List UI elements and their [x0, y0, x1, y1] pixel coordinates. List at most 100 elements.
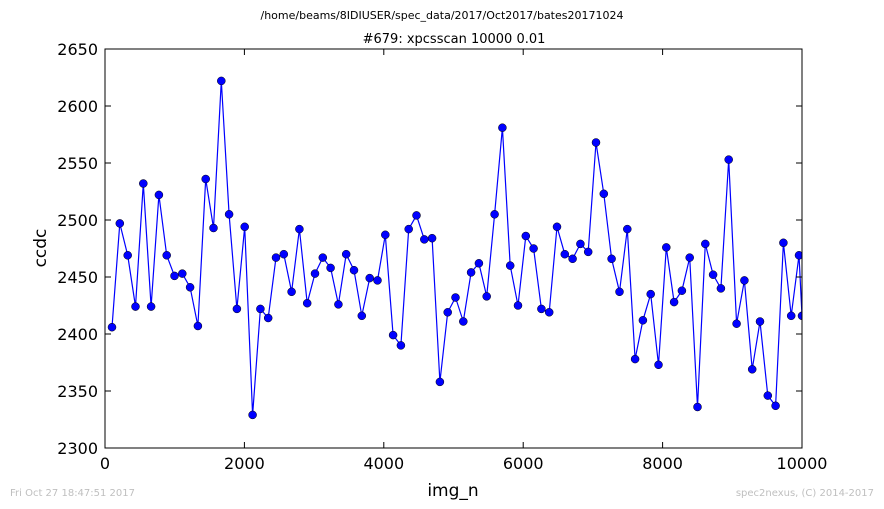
data-point	[662, 243, 671, 252]
data-point	[240, 222, 249, 232]
series-line	[111, 80, 802, 415]
data-point	[490, 210, 499, 219]
data-point	[459, 317, 468, 326]
y-tick-label: 2550	[57, 154, 98, 173]
data-point	[154, 190, 164, 200]
data-point	[763, 391, 773, 400]
x-tick-label: 2000	[224, 454, 265, 473]
data-point	[349, 265, 359, 275]
data-point	[427, 233, 437, 243]
data-point	[466, 268, 476, 277]
data-point	[677, 286, 687, 295]
data-point	[623, 224, 632, 234]
data-point	[209, 223, 218, 233]
data-point	[576, 239, 585, 249]
data-point	[544, 308, 554, 317]
data-point	[123, 251, 132, 260]
plot-area	[107, 76, 802, 420]
data-point	[115, 219, 125, 228]
data-point	[185, 283, 195, 292]
data-point	[326, 263, 335, 273]
data-point	[701, 239, 710, 249]
data-point	[287, 287, 296, 297]
data-point	[771, 401, 780, 411]
data-point	[537, 304, 546, 314]
data-point	[256, 304, 265, 314]
data-point	[607, 254, 616, 264]
data-point	[716, 284, 726, 293]
x-axis: 0 2000 4000 6000 8000 10000	[100, 49, 827, 473]
data-point	[779, 238, 788, 248]
y-axis-label: ccdc	[31, 229, 51, 268]
data-point	[560, 249, 570, 259]
data-point	[146, 302, 156, 311]
data-point	[786, 311, 796, 321]
data-point	[248, 410, 257, 420]
y-axis: 2300 2350 2400 2450 2500 2550 2600 2650	[57, 40, 802, 458]
data-point	[302, 298, 312, 308]
y-tick-label: 2600	[57, 97, 98, 116]
axes-frame	[104, 48, 803, 449]
data-point	[724, 155, 733, 164]
y-tick-label: 2450	[57, 268, 98, 287]
data-point	[341, 249, 351, 259]
data-point	[263, 313, 273, 323]
data-point	[685, 253, 694, 262]
data-point	[474, 259, 484, 268]
data-point	[404, 224, 413, 234]
data-point	[443, 308, 452, 317]
data-point	[310, 269, 320, 278]
footer-timestamp: Fri Oct 27 18:47:51 2017	[10, 488, 136, 499]
data-point	[513, 301, 523, 310]
data-point	[568, 254, 577, 264]
data-point	[482, 292, 491, 301]
x-axis-label: img_n	[427, 481, 478, 501]
y-tick-label: 2350	[57, 382, 98, 401]
data-point	[388, 330, 398, 340]
data-point	[505, 261, 515, 270]
chart-title: #679: xpcsscan 10000 0.01	[363, 32, 546, 47]
data-point	[412, 211, 421, 220]
x-tick-label: 0	[100, 454, 110, 473]
data-point	[529, 244, 538, 253]
data-point	[396, 341, 406, 350]
x-tick-label: 4000	[363, 454, 404, 473]
data-point	[232, 304, 242, 314]
data-point	[139, 179, 148, 188]
data-point	[435, 377, 445, 387]
data-point	[295, 224, 304, 234]
data-point	[669, 297, 679, 307]
data-point	[131, 302, 140, 311]
data-point	[162, 251, 171, 260]
x-tick-label: 6000	[503, 454, 544, 473]
y-tick-label: 2400	[57, 325, 98, 344]
figure-suptitle: /home/beams/8IDIUSER/spec_data/2017/Oct2…	[261, 9, 624, 22]
data-point	[794, 251, 802, 260]
data-point	[381, 230, 390, 240]
data-point	[178, 269, 187, 278]
data-point	[271, 253, 281, 262]
data-point	[708, 270, 718, 279]
data-point	[318, 253, 328, 262]
data-point	[193, 321, 203, 331]
x-tick-label: 8000	[642, 454, 683, 473]
data-point	[599, 189, 609, 199]
data-point	[654, 360, 663, 370]
data-point	[201, 174, 210, 184]
data-point	[107, 322, 117, 332]
data-point	[693, 402, 702, 412]
data-point	[755, 317, 765, 326]
footer-credit: spec2nexus, (C) 2014-2017	[735, 488, 874, 499]
data-point	[224, 210, 234, 219]
data-point	[583, 247, 593, 257]
data-point	[365, 273, 374, 283]
data-point	[638, 316, 648, 325]
data-point	[740, 276, 749, 285]
data-point	[373, 276, 382, 285]
data-point	[646, 289, 655, 299]
data-point	[591, 138, 601, 147]
data-point	[357, 311, 367, 321]
data-point	[498, 123, 507, 132]
data-point	[217, 76, 226, 86]
